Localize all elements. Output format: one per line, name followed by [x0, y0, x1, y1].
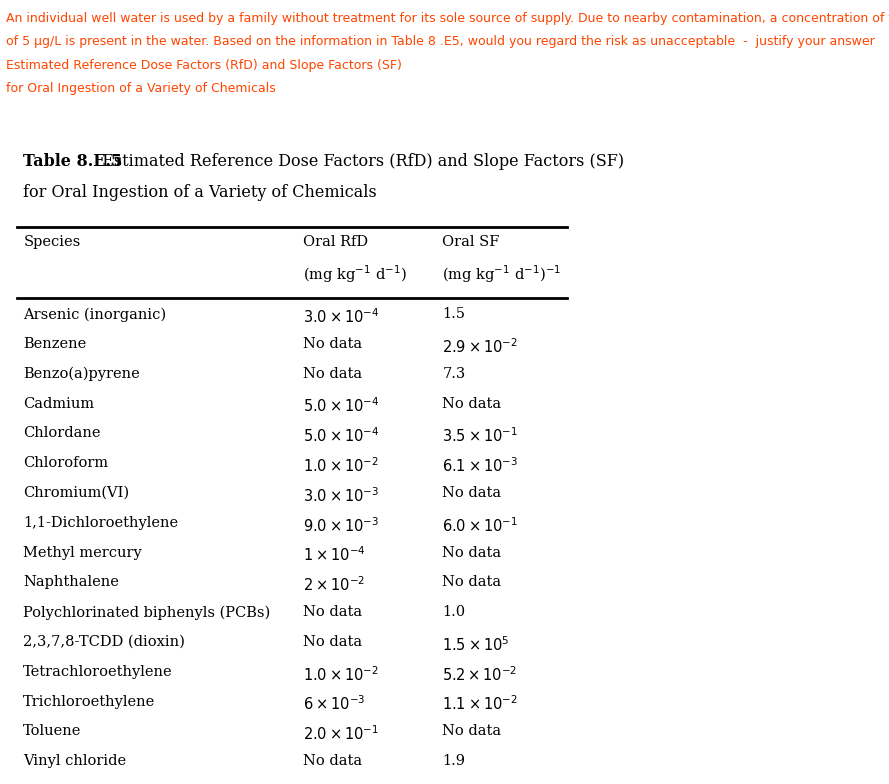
- Text: No data: No data: [443, 575, 501, 590]
- Text: 2,3,7,8-TCDD (dioxin): 2,3,7,8-TCDD (dioxin): [23, 635, 185, 649]
- Text: $1.0 \times 10^{-2}$: $1.0 \times 10^{-2}$: [302, 665, 379, 684]
- Text: 7.3: 7.3: [443, 367, 466, 381]
- Text: $1 \times 10^{-4}$: $1 \times 10^{-4}$: [302, 546, 365, 564]
- Text: No data: No data: [443, 724, 501, 739]
- Text: 1.9: 1.9: [443, 754, 465, 768]
- Text: No data: No data: [443, 546, 501, 560]
- Text: An individual well water is used by a family without treatment for its sole sour: An individual well water is used by a fa…: [6, 12, 889, 25]
- Text: $1.5 \times 10^{5}$: $1.5 \times 10^{5}$: [443, 635, 510, 654]
- Text: Estimated Reference Dose Factors (RfD) and Slope Factors (SF): Estimated Reference Dose Factors (RfD) a…: [92, 153, 624, 170]
- Text: Benzene: Benzene: [23, 337, 86, 351]
- Text: $2 \times 10^{-2}$: $2 \times 10^{-2}$: [302, 575, 364, 594]
- Text: $5.2 \times 10^{-2}$: $5.2 \times 10^{-2}$: [443, 665, 517, 684]
- Text: $9.0 \times 10^{-3}$: $9.0 \times 10^{-3}$: [302, 516, 379, 535]
- Text: $3.0 \times 10^{-4}$: $3.0 \times 10^{-4}$: [302, 307, 379, 326]
- Text: Estimated Reference Dose Factors (RfD) and Slope Factors (SF): Estimated Reference Dose Factors (RfD) a…: [6, 59, 402, 72]
- Text: $2.0 \times 10^{-1}$: $2.0 \times 10^{-1}$: [302, 724, 379, 743]
- Text: Chlordane: Chlordane: [23, 426, 100, 441]
- Text: $6 \times 10^{-3}$: $6 \times 10^{-3}$: [302, 695, 364, 713]
- Text: $2.9 \times 10^{-2}$: $2.9 \times 10^{-2}$: [443, 337, 518, 356]
- Text: (mg kg$^{-1}$ d$^{-1}$)$^{-1}$: (mg kg$^{-1}$ d$^{-1}$)$^{-1}$: [443, 263, 562, 285]
- Text: Oral SF: Oral SF: [443, 235, 500, 249]
- Text: Toluene: Toluene: [23, 724, 82, 739]
- Text: 1.5: 1.5: [443, 307, 465, 321]
- Text: Cadmium: Cadmium: [23, 397, 94, 411]
- Text: $3.5 \times 10^{-1}$: $3.5 \times 10^{-1}$: [443, 426, 518, 445]
- Text: No data: No data: [302, 605, 362, 619]
- Text: Naphthalene: Naphthalene: [23, 575, 119, 590]
- Text: Vinyl chloride: Vinyl chloride: [23, 754, 126, 768]
- Text: No data: No data: [302, 754, 362, 768]
- Text: Arsenic (inorganic): Arsenic (inorganic): [23, 307, 166, 321]
- Text: Oral RfD: Oral RfD: [302, 235, 368, 249]
- Text: No data: No data: [443, 397, 501, 411]
- Text: $6.0 \times 10^{-1}$: $6.0 \times 10^{-1}$: [443, 516, 518, 535]
- Text: 1,1-Dichloroethylene: 1,1-Dichloroethylene: [23, 516, 179, 530]
- Text: $5.0 \times 10^{-4}$: $5.0 \times 10^{-4}$: [302, 397, 379, 416]
- Text: Benzo(a)pyrene: Benzo(a)pyrene: [23, 367, 140, 381]
- Text: for Oral Ingestion of a Variety of Chemicals: for Oral Ingestion of a Variety of Chemi…: [6, 82, 276, 96]
- Text: Chromium(VI): Chromium(VI): [23, 486, 130, 500]
- Text: $1.0 \times 10^{-2}$: $1.0 \times 10^{-2}$: [302, 456, 379, 475]
- Text: Polychlorinated biphenyls (PCBs): Polychlorinated biphenyls (PCBs): [23, 605, 270, 619]
- Text: for Oral Ingestion of a Variety of Chemicals: for Oral Ingestion of a Variety of Chemi…: [23, 184, 377, 201]
- Text: No data: No data: [443, 486, 501, 500]
- Text: 1.0: 1.0: [443, 605, 466, 619]
- Text: $6.1 \times 10^{-3}$: $6.1 \times 10^{-3}$: [443, 456, 518, 475]
- Text: No data: No data: [302, 367, 362, 381]
- Text: Methyl mercury: Methyl mercury: [23, 546, 142, 560]
- Text: Species: Species: [23, 235, 81, 249]
- Text: (mg kg$^{-1}$ d$^{-1}$): (mg kg$^{-1}$ d$^{-1}$): [302, 263, 406, 285]
- Text: of 5 μg/L is present in the water. Based on the information in Table 8 .E5, woul: of 5 μg/L is present in the water. Based…: [6, 35, 875, 49]
- Text: No data: No data: [302, 337, 362, 351]
- Text: Table 8.E.5: Table 8.E.5: [23, 153, 123, 170]
- Text: Trichloroethylene: Trichloroethylene: [23, 695, 156, 709]
- Text: Tetrachloroethylene: Tetrachloroethylene: [23, 665, 172, 679]
- Text: $5.0 \times 10^{-4}$: $5.0 \times 10^{-4}$: [302, 426, 379, 445]
- Text: $3.0 \times 10^{-3}$: $3.0 \times 10^{-3}$: [302, 486, 379, 505]
- Text: Chloroform: Chloroform: [23, 456, 108, 470]
- Text: $1.1 \times 10^{-2}$: $1.1 \times 10^{-2}$: [443, 695, 518, 713]
- Text: No data: No data: [302, 635, 362, 649]
